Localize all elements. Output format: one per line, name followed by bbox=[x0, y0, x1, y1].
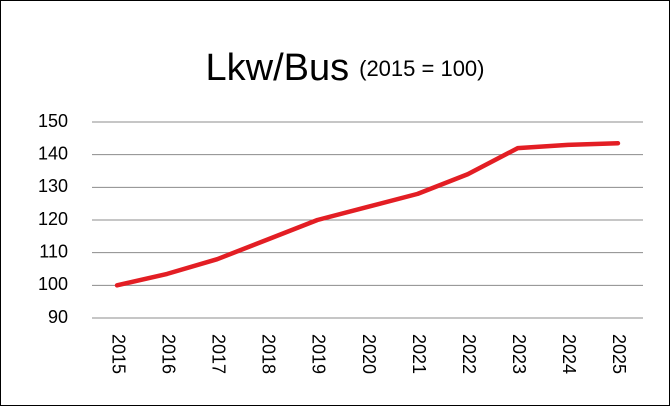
x-tick-label: 2021 bbox=[409, 334, 429, 374]
chart-subtitle: (2015 = 100) bbox=[359, 56, 484, 81]
x-tick-label: 2017 bbox=[208, 334, 228, 374]
x-tick-label: 2016 bbox=[158, 334, 178, 374]
y-tick-label: 90 bbox=[48, 307, 68, 327]
x-tick-label: 2015 bbox=[108, 334, 128, 374]
x-tick-label: 2018 bbox=[259, 334, 279, 374]
y-tick-label: 130 bbox=[38, 176, 68, 196]
y-tick-label: 110 bbox=[39, 241, 68, 261]
chart-title: Lkw/Bus bbox=[206, 47, 350, 89]
chart-heading: Lkw/Bus (2015 = 100) bbox=[206, 47, 485, 89]
data-line bbox=[114, 140, 621, 288]
x-tick-label: 2019 bbox=[309, 334, 329, 374]
x-tick-label: 2022 bbox=[459, 334, 479, 374]
y-tick-label: 100 bbox=[38, 274, 68, 294]
x-tick-label: 2025 bbox=[609, 334, 629, 374]
y-tick-label: 150 bbox=[38, 111, 68, 131]
y-tick-label: 140 bbox=[38, 143, 68, 163]
x-tick-label: 2024 bbox=[559, 334, 579, 374]
y-tick-label: 120 bbox=[38, 209, 68, 229]
x-tick-label: 2023 bbox=[509, 334, 529, 374]
x-tick-label: 2020 bbox=[359, 334, 379, 374]
